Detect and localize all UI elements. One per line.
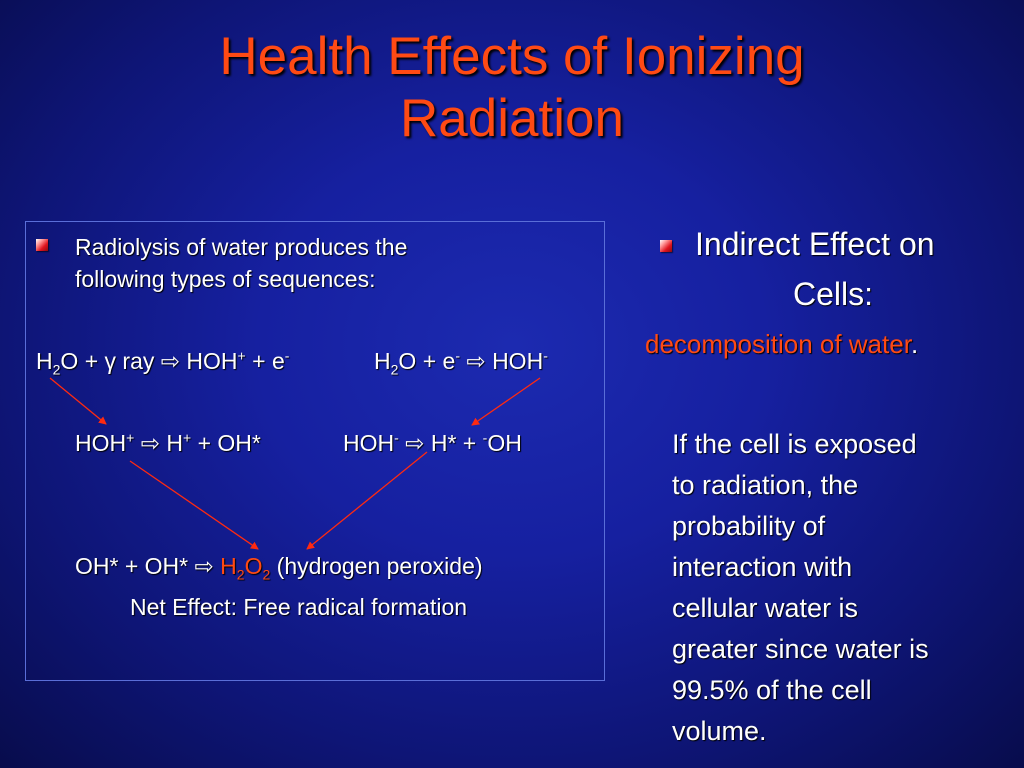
exposure-paragraph: If the cell is exposed to radiation, the… — [672, 424, 1012, 752]
right-arrow-icon: ⇨ — [460, 348, 493, 374]
paragraph-line: greater since water is — [672, 634, 929, 664]
bullet-line-2: following types of sequences: — [75, 266, 376, 292]
equation-water-electron: H2O + e- ⇨ HOH- — [374, 347, 548, 378]
indirect-effect-heading-line-1: Indirect Effect on — [695, 226, 935, 262]
bullet-line-1: Radiolysis of water produces the — [75, 234, 408, 260]
indirect-effect-heading-line-2: Cells: — [793, 276, 874, 312]
paragraph-line: interaction with — [672, 552, 853, 582]
right-arrow-icon: ⇨ — [160, 348, 181, 374]
hydrogen-peroxide-formula: H2O2 — [213, 553, 271, 583]
paragraph-line: 99.5% of the cell — [672, 675, 872, 705]
equation-water-gamma: H2O + γ ray ⇨ HOH+ + e- — [36, 347, 290, 378]
equation-hoh-minus: HOH- ⇨ H* + -OH — [343, 429, 522, 456]
radiolysis-panel — [25, 221, 605, 681]
paragraph-line: If the cell is exposed — [672, 429, 917, 459]
paragraph-line: probability of — [672, 511, 826, 541]
title-line-1: Health Effects of Ionizing — [219, 27, 805, 86]
bullet-square-icon — [36, 239, 48, 251]
gamma-symbol: γ — [104, 348, 117, 374]
right-arrow-icon: ⇨ — [134, 430, 167, 456]
equation-peroxide: OH* + OH* ⇨ H2O2 (hydrogen peroxide) — [75, 553, 483, 583]
right-arrow-icon: ⇨ — [194, 553, 214, 579]
paragraph-line: volume. — [672, 716, 767, 746]
title-line-2: Radiation — [400, 89, 624, 148]
equation-hoh-plus: HOH+ ⇨ H+ + OH* — [75, 429, 261, 456]
decomposition-of-water: decomposition of water. — [645, 329, 919, 359]
bullet-square-icon — [660, 240, 672, 252]
right-arrow-icon: ⇨ — [398, 430, 431, 456]
net-effect-text: Net Effect: Free radical formation — [130, 594, 468, 620]
paragraph-line: to radiation, the — [672, 470, 859, 500]
slide-title: Health Effects of Ionizing Radiation — [0, 26, 1024, 150]
paragraph-line: cellular water is — [672, 593, 859, 623]
